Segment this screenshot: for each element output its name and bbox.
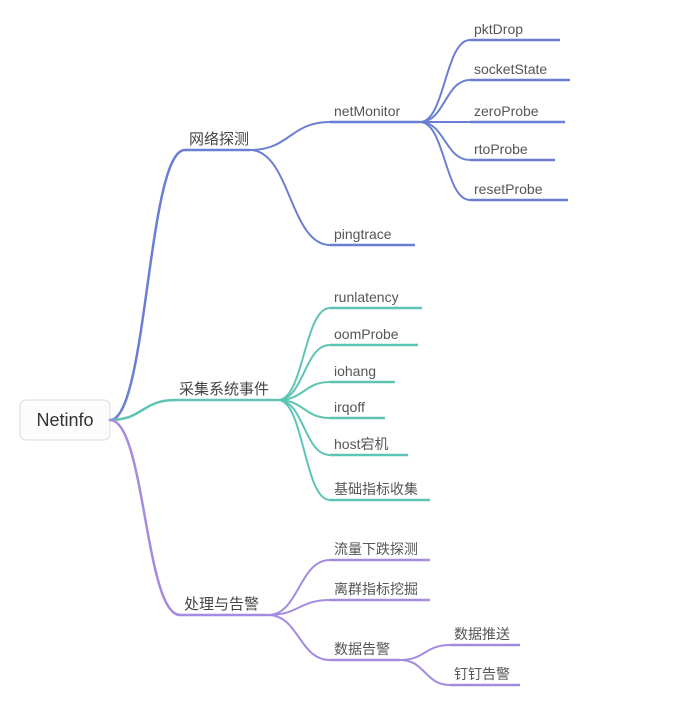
node-label: resetProbe [474, 181, 543, 197]
branch-edge [110, 420, 180, 615]
node-label: iohang [334, 363, 376, 379]
mindmap-canvas: Netinfo 网络探测 netMonitor pktDrop socketState z… [0, 0, 673, 724]
node-label: 离群指标挖掘 [334, 581, 418, 597]
branch-edge [110, 150, 185, 420]
node-label: 网络探测 [189, 131, 249, 148]
branch-edge [250, 150, 330, 245]
node-label: irqoff [334, 399, 365, 415]
node-label: 处理与告警 [184, 596, 259, 613]
node-label: 基础指标收集 [334, 481, 418, 497]
node-label: socketState [474, 61, 547, 77]
node-label: 数据推送 [454, 626, 510, 642]
node-label: rtoProbe [474, 141, 528, 157]
branch-edge [278, 400, 330, 500]
node-label: runlatency [334, 289, 399, 305]
node-label: pktDrop [474, 21, 523, 37]
node-label: zeroProbe [474, 103, 539, 119]
node-label: 数据告警 [334, 641, 390, 657]
branch-edge [268, 615, 330, 660]
node-label: 钉钉告警 [454, 666, 510, 682]
node-label: pingtrace [334, 226, 392, 242]
branch-edge [420, 122, 470, 160]
branch-edge [110, 400, 175, 420]
node-label: netMonitor [334, 103, 400, 119]
branch-edge [420, 80, 470, 122]
branch-edge [400, 645, 450, 660]
root-node-label: Netinfo [36, 410, 93, 430]
branch-edge [250, 122, 330, 150]
branch-edge [278, 308, 330, 400]
branch-edge [420, 122, 470, 200]
branch-edge [400, 660, 450, 685]
node-label: 流量下跌探测 [334, 541, 418, 557]
node-label: host宕机 [334, 436, 388, 452]
node-label: oomProbe [334, 326, 399, 342]
node-label: 采集系统事件 [179, 381, 269, 398]
